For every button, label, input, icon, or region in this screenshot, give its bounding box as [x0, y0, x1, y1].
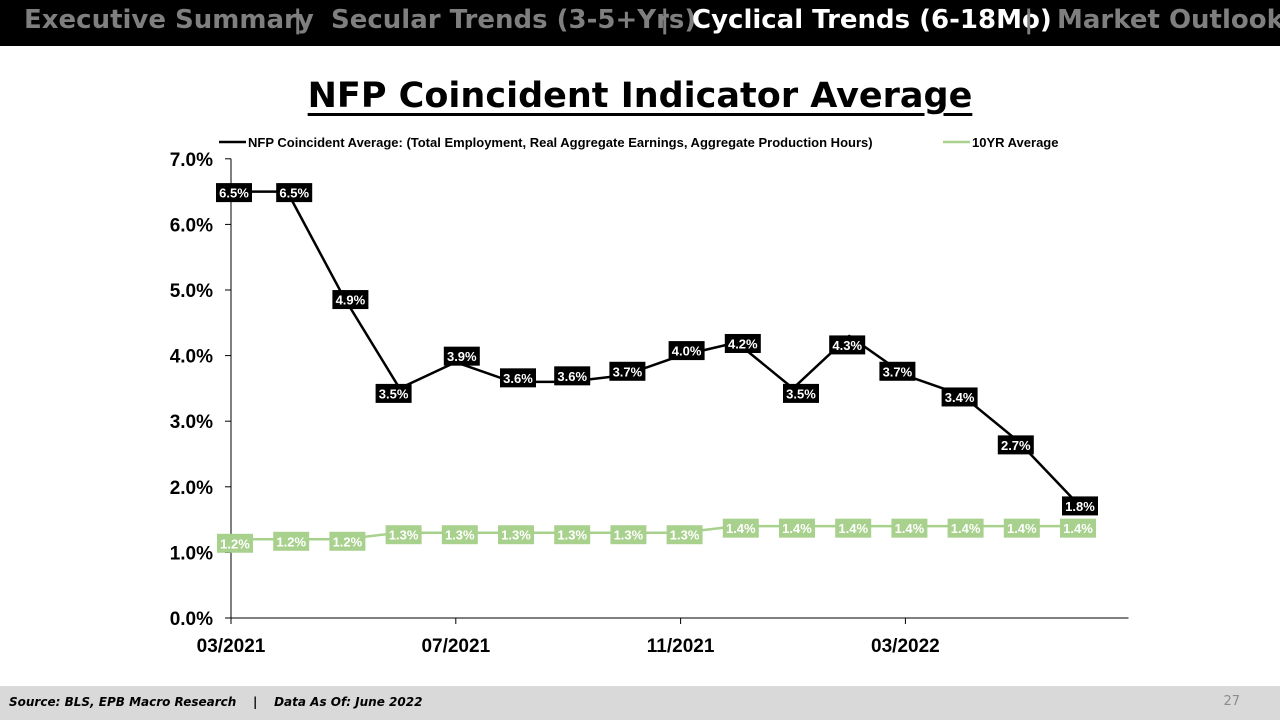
data-label-box-nfp	[500, 368, 536, 388]
data-label-box-nfp	[1062, 496, 1098, 516]
data-label-box-10yr	[779, 518, 815, 538]
data-label-box-10yr	[329, 531, 366, 551]
data-label-nfp: 4.2%	[728, 336, 758, 351]
x-tick-label: 03/2021	[197, 636, 266, 657]
nav-separator: |	[293, 5, 303, 35]
data-label-nfp: 4.9%	[336, 293, 366, 308]
y-tick-label: 4.0%	[170, 347, 213, 368]
data-label-10yr: 1.3%	[445, 528, 475, 543]
nav-item-market-outlook[interactable]: Market Outlook	[1057, 5, 1280, 35]
data-label-box-10yr	[385, 525, 422, 545]
data-label-nfp: 3.4%	[945, 390, 975, 405]
data-label-box-10yr	[1060, 518, 1096, 538]
data-label-box-nfp	[443, 346, 480, 366]
data-label-box-nfp	[216, 183, 252, 203]
data-label-10yr: 1.3%	[614, 528, 644, 543]
x-tick-label: 03/2022	[871, 636, 940, 657]
data-label-10yr: 1.3%	[557, 528, 587, 543]
data-label-nfp: 3.5%	[379, 386, 409, 401]
x-tick-label: 11/2021	[647, 636, 715, 657]
data-label-10yr: 1.4%	[1063, 521, 1093, 536]
y-tick-label: 0.0%	[170, 609, 213, 630]
data-label-10yr: 1.4%	[1007, 521, 1037, 536]
data-label-10yr: 1.4%	[782, 521, 812, 536]
data-label-nfp: 3.7%	[883, 364, 913, 379]
data-label-box-nfp	[783, 383, 819, 403]
nav-separator: |	[660, 5, 670, 35]
data-label-box-10yr	[273, 531, 310, 551]
data-label-10yr: 1.2%	[333, 534, 363, 549]
data-label-box-nfp	[276, 183, 313, 203]
data-label-box-10yr	[666, 525, 703, 545]
data-label-nfp: 3.7%	[613, 364, 643, 379]
data-label-nfp: 4.3%	[832, 338, 862, 353]
data-label-nfp: 2.7%	[1001, 438, 1031, 453]
data-label-nfp: 3.5%	[786, 386, 816, 401]
footer-source: Source: BLS, EPB Macro Research | Data A…	[9, 695, 423, 709]
data-label-box-nfp	[554, 366, 591, 386]
data-label-box-nfp	[668, 341, 705, 361]
nav-item-executive-summary[interactable]: Executive Summary	[24, 5, 314, 35]
x-tick-label: 07/2021	[421, 636, 490, 657]
series-line-nfp	[231, 190, 1075, 501]
data-label-box-10yr	[891, 518, 928, 538]
data-label-10yr: 1.3%	[501, 528, 531, 543]
data-label-box-nfp	[997, 435, 1034, 455]
line-chart: 0.0% 1.0% 2.0% 3.0% 4.0% 5.0% 6.0% 7.0% 03/2021 0…	[170, 135, 1129, 657]
data-label-box-nfp	[829, 335, 866, 355]
data-label-10yr: 1.4%	[951, 521, 981, 536]
page-number: 27	[1223, 694, 1240, 709]
nav-item-cyclical-trends[interactable]: Cyclical Trends (6-18Mo)	[692, 5, 1052, 35]
data-label-nfp: 6.5%	[219, 186, 249, 201]
data-label-box-nfp	[332, 290, 369, 310]
data-label-nfp: 1.8%	[1065, 499, 1095, 514]
data-label-box-10yr	[554, 525, 591, 545]
nav-item-secular-trends[interactable]: Secular Trends (3-5+Yrs)	[331, 5, 697, 35]
data-label-box-10yr	[1003, 518, 1040, 538]
data-label-nfp: 3.6%	[557, 369, 587, 384]
data-label-box-10yr	[217, 533, 253, 553]
y-tick-label: 1.0%	[170, 543, 213, 564]
y-tick-label: 3.0%	[170, 412, 213, 433]
data-label-box-10yr	[498, 525, 534, 545]
data-label-10yr: 1.2%	[220, 536, 250, 551]
data-label-10yr: 1.4%	[726, 521, 756, 536]
data-label-box-nfp	[724, 333, 761, 353]
footer: Source: BLS, EPB Macro Research | Data A…	[0, 686, 1280, 720]
y-tick-label: 7.0%	[170, 150, 213, 171]
data-label-box-nfp	[941, 387, 978, 407]
data-label-box-nfp	[375, 383, 412, 403]
data-label-box-10yr	[441, 525, 478, 545]
y-tick-label: 6.0%	[170, 215, 213, 236]
data-label-box-nfp	[879, 361, 916, 381]
legend-label-nfp: NFP Coincident Average: (Total Employmen…	[248, 135, 873, 150]
data-label-10yr: 1.4%	[895, 521, 925, 536]
data-label-nfp: 3.9%	[447, 349, 477, 364]
data-label-box-10yr	[722, 518, 759, 538]
data-label-10yr: 1.3%	[389, 528, 419, 543]
data-label-10yr: 1.2%	[276, 534, 306, 549]
data-label-nfp: 6.5%	[279, 186, 309, 201]
data-label-10yr: 1.3%	[670, 528, 700, 543]
data-label-nfp: 4.0%	[672, 344, 702, 359]
y-tick-label: 2.0%	[170, 478, 213, 499]
data-label-10yr: 1.4%	[838, 521, 868, 536]
top-navigation: Executive Summary | Secular Trends (3-5+…	[0, 0, 1280, 46]
y-tick-label: 5.0%	[170, 281, 213, 302]
data-label-box-10yr	[835, 518, 872, 538]
nav-separator: |	[1024, 5, 1034, 35]
legend-label-10yr: 10YR Average	[972, 135, 1058, 150]
series-line-10yr	[231, 524, 1074, 541]
data-label-nfp: 3.6%	[503, 371, 533, 386]
page-title: NFP Coincident Indicator Average	[307, 76, 973, 116]
data-label-box-nfp	[609, 361, 646, 381]
data-label-box-10yr	[947, 518, 984, 538]
data-label-box-10yr	[610, 525, 647, 545]
